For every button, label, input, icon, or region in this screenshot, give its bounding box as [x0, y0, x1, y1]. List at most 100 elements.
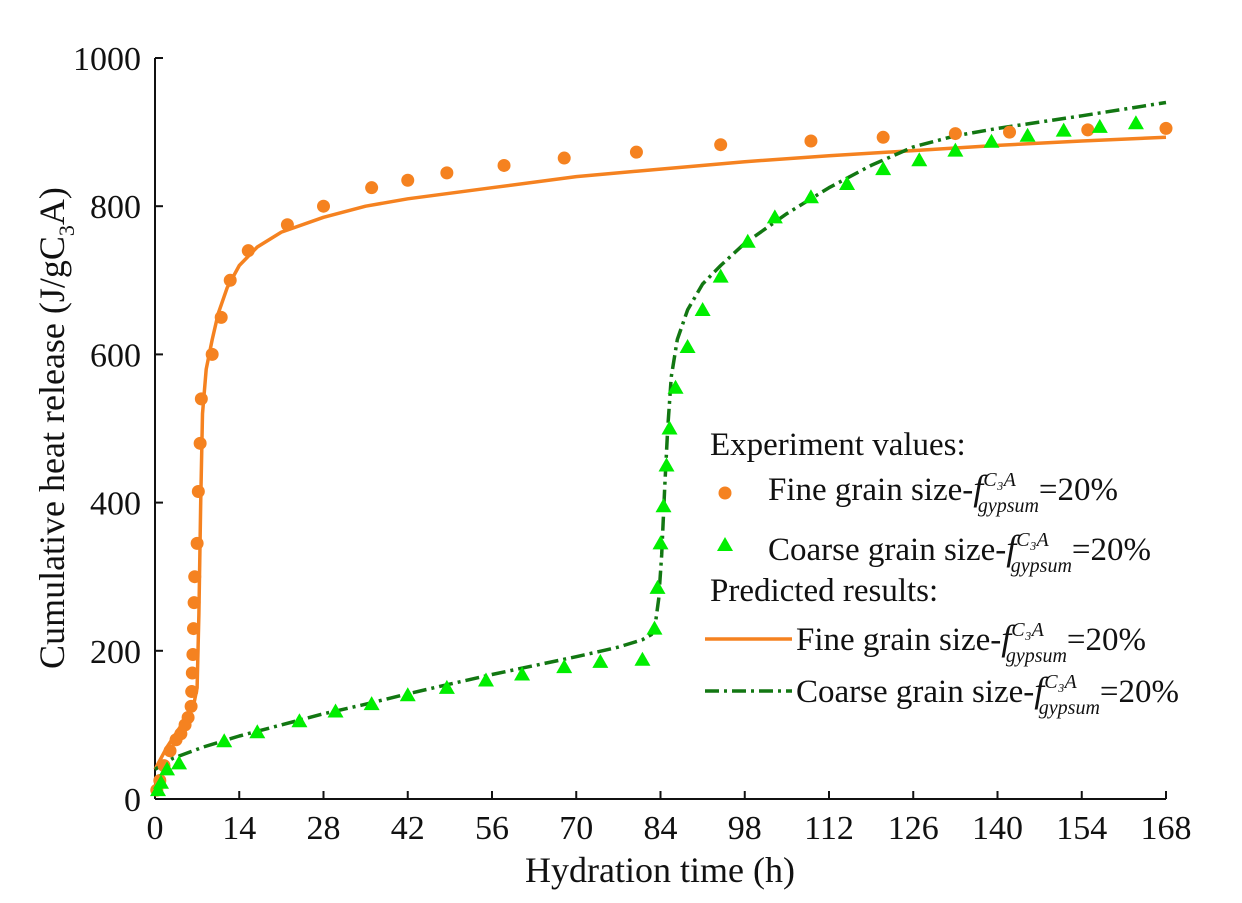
y-axis-title-main: Cumulative heat release (J/gC: [32, 236, 72, 669]
coarse-experiment-point: [802, 189, 819, 204]
coarse-experiment-point: [712, 268, 729, 283]
legend-f-sub: gypsum: [1006, 645, 1067, 667]
coarse-experiment-point: [911, 152, 928, 167]
legend-f-sup: C₃A: [1011, 619, 1044, 641]
coarse-experiment-point: [658, 457, 675, 472]
fine-experiment-point: [948, 127, 962, 141]
coarse-experiment-point: [1055, 122, 1072, 137]
coarse-experiment-point: [327, 703, 344, 718]
fine-experiment-point: [163, 744, 177, 758]
fine-experiment-point: [188, 570, 202, 584]
fine-experiment-point: [191, 484, 205, 498]
fine-experiment-point: [440, 166, 454, 180]
coarse-experiment-point: [438, 679, 455, 694]
coarse-experiment-point: [649, 579, 666, 594]
fine-experiment-point: [876, 130, 890, 144]
legend-f-sub: gypsum: [978, 495, 1039, 517]
x-tick-label: 112: [804, 810, 854, 847]
y-axis-title-sub: 3: [54, 225, 79, 236]
x-tick-label: 42: [391, 810, 425, 847]
coarse-experiment-point: [1127, 115, 1144, 130]
coarse-experiment-point: [652, 535, 669, 550]
coarse-experiment-point: [171, 755, 188, 770]
fine-experiment-point: [280, 218, 294, 232]
x-tick-label: 140: [972, 810, 1023, 847]
fine-experiment-point: [1003, 125, 1017, 139]
legend-f-sub: gypsum: [1011, 555, 1072, 577]
legend-f-sup: C₃A: [1044, 671, 1077, 693]
fine-experiment-point: [190, 536, 204, 550]
coarse-experiment-point: [291, 713, 308, 728]
legend-eq-tail: =20%: [1039, 472, 1118, 508]
x-tick-label: 84: [644, 810, 678, 847]
coarse-experiment-point: [634, 651, 651, 666]
x-tick-label: 14: [222, 810, 256, 847]
legend-fine-exp-label: Fine grain size-fC₃A gypsum=20%: [768, 468, 1118, 517]
legend-fine-exp-name: Fine grain size: [768, 472, 962, 508]
coarse-experiment-point: [153, 774, 170, 789]
coarse-experiment-point: [694, 301, 711, 316]
fine-experiment-point: [194, 392, 208, 406]
legend-eq-tail: =20%: [1100, 674, 1179, 710]
coarse-experiment-point: [655, 498, 672, 513]
coarse-experiment-point: [1091, 118, 1108, 133]
y-tick-label: 0: [124, 782, 141, 819]
legend-coarse-exp-name: Coarse grain size: [768, 532, 995, 568]
fine-experiment-point: [365, 181, 379, 195]
fine-experiment-point: [186, 648, 200, 662]
x-axis-title: Hydration time (h): [525, 850, 795, 890]
coarse-experiment-point: [477, 672, 494, 687]
legend-eq-tail: =20%: [1072, 532, 1151, 568]
fine-experiment-point: [187, 596, 201, 610]
coarse-experiment-point: [556, 659, 573, 674]
fine-experiment-point: [497, 158, 511, 172]
fine-experiment-point: [223, 273, 237, 287]
y-tick-label: 400: [90, 486, 141, 523]
fine-experiment-point: [629, 145, 643, 159]
y-tick-label: 1000: [73, 41, 141, 78]
experiment-markers: [150, 115, 1173, 797]
y-tick-label: 200: [90, 634, 141, 671]
coarse-experiment-point: [947, 142, 964, 157]
coarse-experiment-point: [646, 620, 663, 635]
legend-coarse-exp-label: Coarse grain size-fC₃A gypsum=20%: [768, 528, 1151, 577]
fine-experiment-point: [184, 699, 198, 713]
fine-experiment-point: [241, 244, 255, 258]
y-axis-title-tail: A): [32, 187, 72, 225]
fine-experiment-point: [557, 151, 571, 165]
legend-fine-marker: [718, 486, 732, 500]
fine-experiment-point: [401, 173, 415, 187]
fine-experiment-point: [1081, 123, 1095, 137]
fine-experiment-point: [185, 685, 199, 699]
x-tick-label: 154: [1056, 810, 1107, 847]
coarse-experiment-point: [216, 733, 233, 748]
prediction-lines: [153, 100, 1167, 771]
legend-predicted-title: Predicted results:: [710, 573, 938, 609]
coarse-predicted-line: [154, 100, 1167, 771]
coarse-experiment-point: [159, 761, 176, 776]
x-tick-label: 28: [307, 810, 341, 847]
legend-coarse-marker: [717, 537, 733, 551]
fine-experiment-point: [804, 134, 818, 148]
legend-experiment-title: Experiment values:: [710, 427, 966, 463]
legend-f-sub: gypsum: [1039, 697, 1100, 719]
coarse-experiment-point: [983, 133, 1000, 148]
coarse-experiment-point: [679, 338, 696, 353]
fine-experiment-point: [185, 666, 199, 680]
axis-ticks: 0 14 28 42 56 70 84 98 112 126 140 154 168 0 200 400 600…: [73, 41, 1192, 847]
x-tick-label: 70: [559, 810, 593, 847]
fine-experiment-point: [187, 622, 201, 636]
coarse-experiment-point: [766, 209, 783, 224]
legend-f-sup: C₃A: [983, 469, 1016, 491]
fine-experiment-point: [214, 310, 228, 324]
fine-experiment-point: [181, 710, 195, 724]
legend-fine-pred-label: Fine grain size-fC₃A gypsum=20%: [796, 618, 1146, 667]
coarse-experiment-point: [661, 420, 678, 435]
legend-f-sup: C₃A: [1016, 529, 1049, 551]
coarse-experiment-point: [592, 653, 609, 668]
legend-eq-tail: =20%: [1067, 622, 1146, 658]
x-tick-label: 98: [728, 810, 762, 847]
x-tick-label: 126: [888, 810, 939, 847]
legend-coarse-pred-label: Coarse grain size-fC₃A gypsum=20%: [796, 670, 1179, 719]
